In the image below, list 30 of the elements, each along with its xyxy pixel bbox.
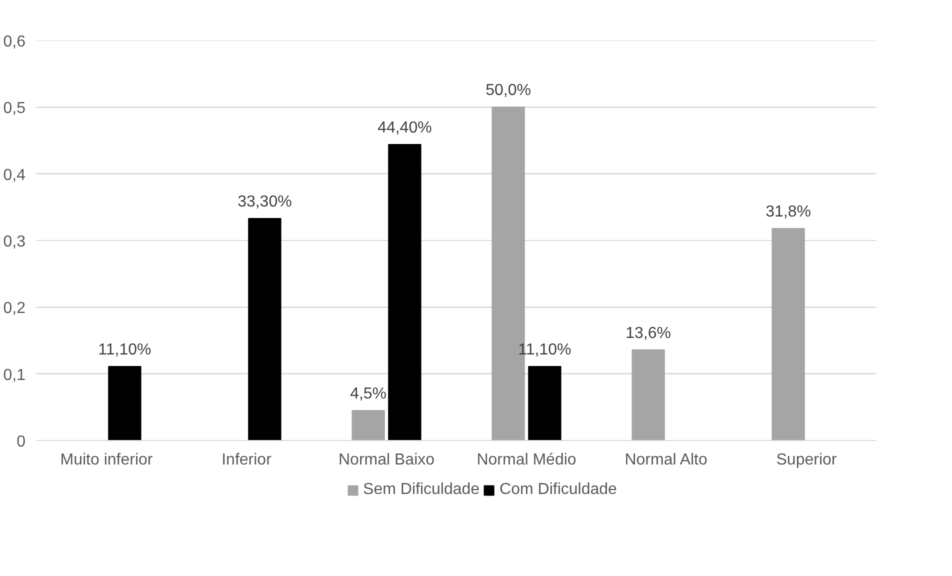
bar: [772, 228, 805, 440]
bar: [528, 366, 562, 440]
bar: [388, 144, 422, 440]
y-tick-label: 0,3: [3, 234, 26, 250]
data-label: 4,5%: [350, 386, 387, 402]
y-tick-label: 0,6: [3, 34, 26, 50]
bar: [108, 366, 142, 440]
x-tick-label: Muito inferior: [60, 452, 154, 468]
x-tick-label: Superior: [776, 452, 838, 468]
x-tick-label: Normal Médio: [476, 452, 576, 468]
data-label: 11,10%: [98, 342, 152, 358]
y-tick-label: 0: [16, 434, 26, 450]
x-tick-label: Inferior: [222, 452, 272, 468]
bar: [632, 349, 665, 440]
y-tick-label: 0,5: [3, 100, 26, 118]
data-label: 31,8%: [766, 204, 811, 220]
legend-label: Com Dificuldade: [500, 481, 617, 499]
y-tick-label: 0,4: [3, 166, 26, 184]
x-tick-label: Normal Baixo: [338, 452, 435, 468]
data-label: 50,0%: [486, 82, 531, 100]
data-label: 13,6%: [626, 324, 671, 342]
bar: [248, 218, 282, 440]
x-tick-label: Normal Alto: [624, 452, 708, 468]
data-label: 33,30%: [238, 194, 292, 210]
legend-label: Sem Dificuldade: [363, 481, 480, 499]
bar: [352, 410, 385, 440]
y-tick-label: 0,1: [3, 366, 26, 384]
y-tick-label: 0,2: [3, 300, 26, 318]
data-label: 44,40%: [378, 120, 432, 136]
data-label: 11,10%: [518, 342, 572, 358]
